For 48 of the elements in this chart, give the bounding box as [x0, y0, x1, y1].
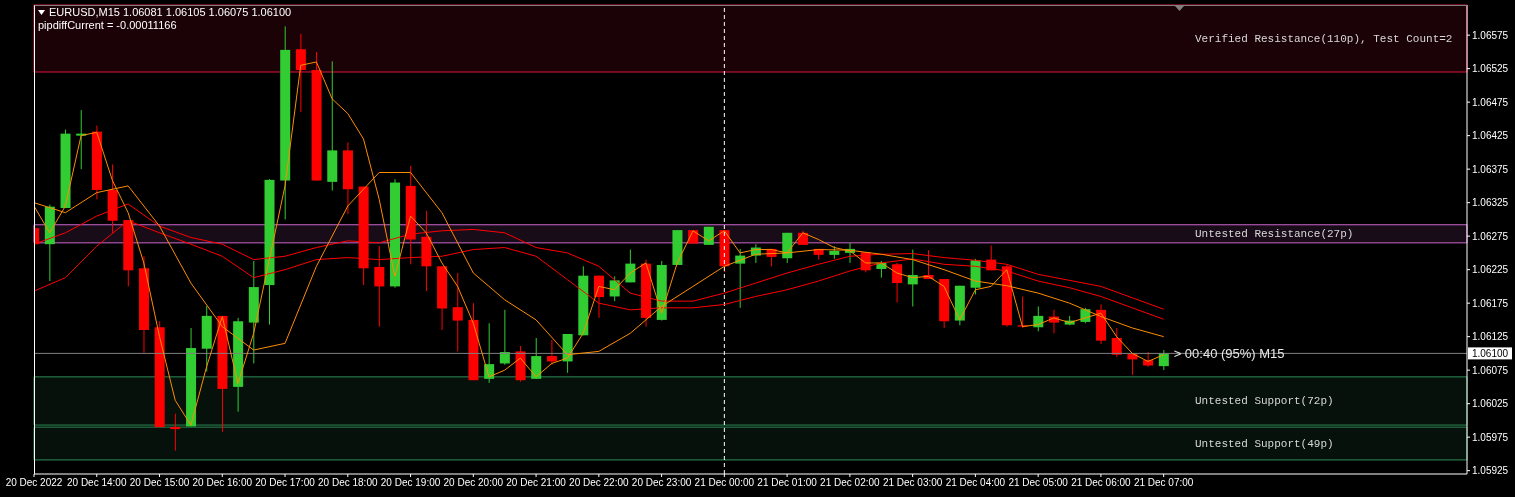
x-tick-label: 21 Dec 06:00 — [1071, 477, 1132, 489]
candlestick — [170, 413, 181, 452]
candlestick — [452, 272, 463, 352]
y-tick-label: 1.06075 — [1472, 364, 1509, 376]
band-label: Untested Support(49p) — [1195, 437, 1334, 450]
text: pipdiffCurrent = -0.00011166 — [38, 19, 177, 32]
y-tick-label: 1.06375 — [1472, 163, 1509, 175]
chart-title: EURUSD,M15 1.06081 1.06105 1.06075 1.06100 — [49, 6, 292, 19]
candlestick — [1111, 327, 1122, 358]
x-tick-label: 20 Dec 19:00 — [380, 477, 441, 489]
x-tick-label: 21 Dec 04:00 — [945, 477, 1006, 489]
y-tick-label: 1.06525 — [1472, 63, 1509, 75]
y-tick-label: 1.06575 — [1472, 29, 1509, 41]
y-tick-label: 1.06225 — [1472, 264, 1509, 276]
y-tick-label: 1.06125 — [1472, 331, 1509, 343]
x-tick-label: 20 Dec 14:00 — [67, 477, 127, 489]
x-tick-label: 21 Dec 03:00 — [882, 477, 943, 489]
ref-line-label: 1.06100 — [1471, 347, 1509, 359]
x-tick-label: 20 Dec 20:00 — [443, 477, 504, 489]
y-tick-label: 1.06025 — [1472, 398, 1509, 410]
x-tick-label: 20 Dec 2022 — [5, 477, 63, 489]
x-tick-label: 21 Dec 01:00 — [757, 477, 818, 489]
x-tick-label: 21 Dec 05:00 — [1008, 477, 1069, 489]
x-tick-label: 20 Dec 22:00 — [569, 477, 630, 489]
x-tick-label: 20 Dec 17:00 — [255, 477, 316, 489]
candlestick — [295, 33, 306, 113]
y-tick-label: 1.06475 — [1472, 96, 1509, 108]
x-tick-label: 20 Dec 16:00 — [192, 477, 253, 489]
x-tick-label: 20 Dec 15:00 — [129, 477, 190, 489]
band-label: Untested Resistance(27p) — [1195, 227, 1354, 240]
candlestick — [892, 262, 903, 303]
y-tick-label: 1.05975 — [1472, 431, 1509, 443]
band-label: Verified Resistance(110p), Test Count=2 — [1195, 32, 1453, 45]
annotation: > 00:40 (95%) M15 — [1173, 345, 1285, 361]
y-tick-label: 1.06175 — [1472, 297, 1509, 309]
x-tick-label: 21 Dec 02:00 — [820, 477, 881, 489]
x-tick-label: 21 Dec 07:00 — [1133, 477, 1194, 489]
y-tick-label: 1.06425 — [1472, 130, 1509, 142]
x-tick-label: 20 Dec 21:00 — [506, 477, 567, 489]
x-tick-label: 21 Dec 00:00 — [694, 477, 755, 489]
y-tick-label: 1.06275 — [1472, 230, 1509, 242]
y-tick-label: 1.06325 — [1472, 197, 1509, 209]
y-tick-label: 1.05925 — [1472, 465, 1509, 477]
candlestick — [546, 339, 557, 366]
x-tick-label: 20 Dec 18:00 — [318, 477, 378, 489]
candlestick — [531, 337, 542, 380]
band-label: Untested Support(72p) — [1195, 394, 1334, 407]
x-tick-label: 20 Dec 23:00 — [631, 477, 692, 489]
